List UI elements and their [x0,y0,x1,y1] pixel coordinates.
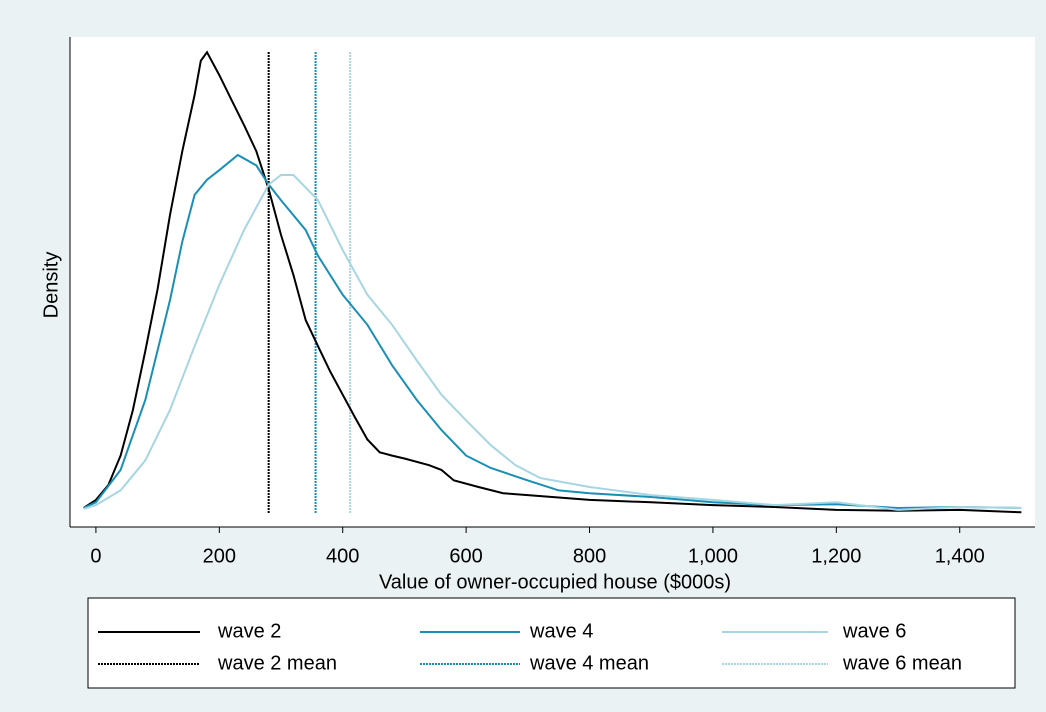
legend-label: wave 6 [842,620,906,642]
series-line [83,174,1022,511]
x-axis-title: Value of owner-occupied house ($000s) [379,571,731,593]
legend-label: wave 2 [217,620,281,642]
legend-label: wave 4 mean [529,652,649,674]
x-tick-label: 1,200 [811,545,861,567]
legend-label: wave 2 mean [217,652,337,674]
legend-label: wave 4 [529,620,593,642]
series-line [83,153,1022,510]
x-tick-label: 200 [203,545,236,567]
x-tick-label: 600 [449,545,482,567]
x-tick-label: 1,400 [935,545,985,567]
x-tick-label: 400 [326,545,359,567]
x-tick-label: 0 [90,545,101,567]
x-tick-label: 1,000 [688,545,738,567]
x-tick-label: 800 [573,545,606,567]
y-axis-title: Density [40,252,62,319]
plot-area [70,37,1035,527]
legend-label: wave 6 mean [842,652,962,674]
series-line [83,50,1022,514]
legend [87,597,1016,689]
